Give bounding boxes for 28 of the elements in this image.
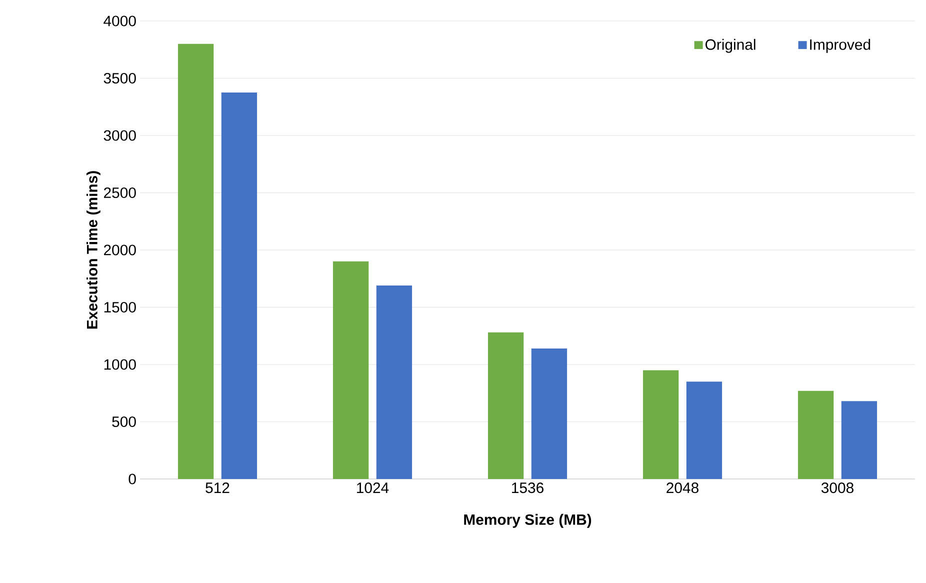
x-tick-label: 512 [206, 482, 230, 494]
y-tick-label: 3000 [104, 130, 136, 141]
x-tick-label: 3008 [821, 482, 854, 494]
x-axis-title: Memory Size (MB) [464, 514, 592, 528]
y-tick-label: 1000 [104, 359, 136, 370]
x-tick-label: 1536 [512, 482, 544, 494]
bar [798, 390, 834, 479]
x-tick-label: 1024 [357, 482, 389, 494]
bar [531, 348, 568, 479]
y-tick-label: 4000 [104, 16, 136, 26]
bar [376, 285, 412, 479]
bar [686, 382, 722, 479]
y-tick-label: 2500 [104, 187, 136, 198]
y-tick-label: 3500 [104, 72, 136, 84]
bar [178, 44, 214, 479]
bar [488, 332, 524, 479]
legend-label: Original [706, 38, 756, 53]
legend-label: Improved [810, 38, 870, 53]
x-tick-label: 2048 [666, 482, 698, 494]
bar [841, 401, 878, 479]
bar [221, 92, 258, 479]
y-tick-label: 0 [128, 474, 136, 484]
bar [332, 261, 369, 479]
y-tick-label: 1500 [104, 302, 136, 313]
y-tick-label: 2000 [104, 244, 136, 256]
bar [642, 370, 679, 479]
y-axis-title: Execution Time (mins) [86, 171, 100, 329]
y-tick-label: 500 [112, 416, 136, 428]
